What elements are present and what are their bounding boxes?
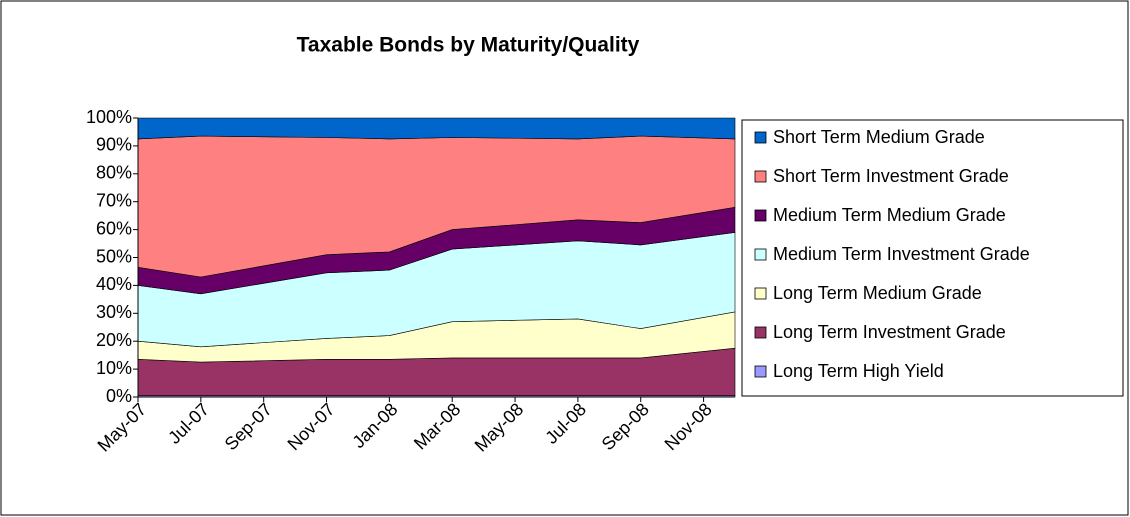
y-tick-label: 90%	[96, 135, 132, 155]
legend-swatch	[754, 170, 767, 183]
legend-swatch	[754, 248, 767, 261]
legend-swatch	[754, 365, 767, 378]
legend-label: Long Term Investment Grade	[773, 322, 1006, 342]
y-tick-label: 100%	[86, 107, 132, 127]
y-tick-label: 40%	[96, 274, 132, 294]
legend-label: Long Term High Yield	[773, 361, 944, 381]
chart-title: Taxable Bonds by Maturity/Quality	[297, 34, 640, 57]
y-tick-label: 0%	[106, 386, 132, 406]
legend-swatch	[754, 326, 767, 339]
legend-swatch	[754, 131, 767, 144]
legend-swatch	[754, 209, 767, 222]
y-tick-label: 80%	[96, 163, 132, 183]
y-tick-label: 30%	[96, 302, 132, 322]
legend-box	[741, 119, 1124, 397]
y-tick-label: 50%	[96, 246, 132, 266]
legend-swatch	[754, 287, 767, 300]
y-tick-label: 60%	[96, 218, 132, 238]
legend-label: Long Term Medium Grade	[773, 283, 982, 303]
legend-label: Medium Term Investment Grade	[773, 244, 1030, 264]
area	[137, 117, 736, 140]
legend-label: Medium Term Medium Grade	[773, 205, 1006, 225]
legend-label: Short Term Investment Grade	[773, 166, 1009, 186]
y-tick-label: 10%	[96, 358, 132, 378]
y-tick-label: 70%	[96, 190, 132, 210]
y-tick-label: 20%	[96, 330, 132, 350]
legend-label: Short Term Medium Grade	[773, 127, 985, 147]
